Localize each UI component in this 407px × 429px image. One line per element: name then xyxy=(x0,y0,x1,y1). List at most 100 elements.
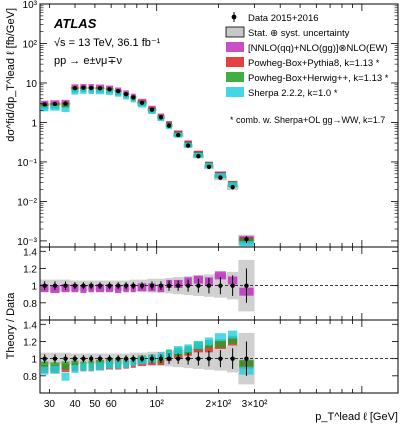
y-tick-label-top: 10⁻³ xyxy=(17,237,37,248)
pred-top-3 xyxy=(80,88,87,94)
pred-r2-3 xyxy=(173,346,183,355)
pred-r2-3 xyxy=(88,363,94,372)
pred-r2-2 xyxy=(41,361,49,370)
pred-r2-2 xyxy=(61,361,70,370)
data-point-top xyxy=(81,85,86,90)
pred-r2-2 xyxy=(227,335,238,344)
y-tick-label-top: 10² xyxy=(23,39,38,50)
y-tick-label-r1: 1.2 xyxy=(23,264,37,275)
legend-series-swatch-3 xyxy=(226,87,244,97)
pred-r2-3 xyxy=(204,337,213,346)
data-point-top xyxy=(131,95,136,100)
pred-top-3 xyxy=(239,241,254,247)
pred-top-3 xyxy=(71,89,79,95)
pred-top-3 xyxy=(115,91,122,97)
y-tick-label-r1: 1 xyxy=(31,282,37,293)
y-tick-label-r2: 1 xyxy=(31,355,37,366)
data-point-top xyxy=(166,123,172,128)
axes: 30 40 50 60 10² 2×10² 3×10² 10⁻³ 10⁻² 10⁻¹ 1 10 10² 1… xyxy=(17,0,399,410)
data-point-r2 xyxy=(206,356,212,361)
pred-r2-3 xyxy=(50,365,60,374)
data-point-top xyxy=(63,101,68,106)
legend-series-label-0: [NNLO(qq)+NLO(gg)]⊗NLO(EW) xyxy=(248,43,388,54)
x-tick-label: 2×10² xyxy=(206,399,233,410)
pred-top-3 xyxy=(88,89,94,95)
data-point-top xyxy=(97,86,103,91)
pred-top-3 xyxy=(130,97,136,103)
data-point-r2 xyxy=(185,356,191,361)
y-tick-label-r1: 0.8 xyxy=(23,299,37,310)
pred-top-3 xyxy=(106,89,114,95)
data-point-r1 xyxy=(72,283,78,288)
pred-r2-3 xyxy=(71,364,79,373)
data-point-top xyxy=(107,87,112,92)
pred-r2-1 xyxy=(204,344,213,353)
pred-r2-3 xyxy=(123,359,129,368)
data-point-r2 xyxy=(81,356,86,361)
x-tick-label: 3×10² xyxy=(242,399,269,410)
data-point-r1 xyxy=(131,283,136,288)
data-point-top xyxy=(149,107,155,112)
pred-r2-3 xyxy=(61,372,70,381)
pred-r2-3 xyxy=(193,340,203,349)
data-point-top xyxy=(115,88,121,94)
data-point-top xyxy=(72,85,78,91)
x-tick-label: 60 xyxy=(106,399,118,410)
legend-series-swatch-0 xyxy=(226,42,244,52)
data-point-r2 xyxy=(196,356,201,361)
pred-top-3 xyxy=(227,182,238,188)
data-point-top xyxy=(52,101,58,107)
data-point-top xyxy=(158,115,164,120)
note-text: * comb. w. Sherpa+OL gg→WW, k=1.7 xyxy=(230,115,385,125)
pred-top-3 xyxy=(50,105,60,111)
legend-band-swatch xyxy=(225,26,245,38)
pred-r2-3 xyxy=(115,360,122,369)
data-point-top xyxy=(123,91,129,97)
legend-series-label-2: Powheg-Box+Herwig++, k=1.13 * xyxy=(248,73,389,84)
data-point-r1 xyxy=(115,283,121,288)
legend-series-label-1: Powheg-Box+Pythia8, k=1.13 * xyxy=(248,58,380,69)
panel-frame-r2 xyxy=(39,319,399,394)
pred-r2-3 xyxy=(41,366,49,375)
y-tick-label-r2: 1.4 xyxy=(23,320,37,331)
y-tick-label-r2: 0.8 xyxy=(23,372,37,383)
data-point-r2 xyxy=(72,356,78,361)
legend-series-swatch-2 xyxy=(226,72,244,82)
legend: Data 2015+2016 Stat. ⊕ syst. uncertainty [… xyxy=(225,12,389,99)
data-point-r1 xyxy=(107,283,112,288)
pred-top-3 xyxy=(95,89,105,95)
data-point-r1 xyxy=(206,283,212,288)
data-point-r1 xyxy=(196,283,201,288)
pred-r2-3 xyxy=(106,360,114,369)
y-tick-label-top: 10⁻¹ xyxy=(17,158,37,169)
x-tick-label: 30 xyxy=(44,399,56,410)
pred-r2-2 xyxy=(214,339,226,348)
y-tick-label-r2: 1.2 xyxy=(23,337,37,348)
data-point-r2 xyxy=(166,356,172,361)
data-point-top xyxy=(88,85,94,91)
data-point-top xyxy=(218,175,223,180)
data-point-r1 xyxy=(166,283,172,288)
x-tick-label: 50 xyxy=(89,399,101,410)
pred-r2-2 xyxy=(71,360,79,369)
pred-top-3 xyxy=(41,106,49,112)
data-point-top xyxy=(175,132,181,138)
y-tick-label-top: 10 xyxy=(26,79,38,90)
y-axis-label-ratio: Theory / Data xyxy=(5,292,17,360)
pred-top-3 xyxy=(61,106,70,112)
y-tick-label-top: 1 xyxy=(31,118,37,129)
y-axis-label-top: dσ^fid/dp_T^lead ℓ [fb/GeV] xyxy=(5,8,17,142)
atlas-label: ATLAS xyxy=(53,16,97,31)
data-point-r1 xyxy=(175,283,181,288)
prediction-bands xyxy=(41,84,254,381)
process-label: pp → e±νμ∓ν xyxy=(54,55,123,67)
data-point-top xyxy=(196,153,201,159)
pred-r2-3 xyxy=(214,333,226,342)
legend-data-label: Data 2015+2016 xyxy=(248,13,319,24)
data-point-top xyxy=(206,164,212,170)
data-point-r1 xyxy=(185,283,191,288)
legend-band-label: Stat. ⊕ syst. uncertainty xyxy=(248,28,350,39)
data-point-r2 xyxy=(52,356,58,361)
x-axis-label: p_T^lead ℓ [GeV] xyxy=(315,411,398,423)
data-point-r1 xyxy=(52,283,58,288)
